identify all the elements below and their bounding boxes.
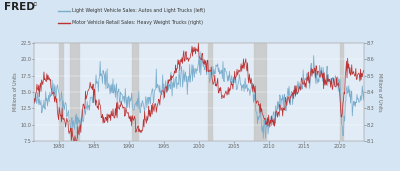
Bar [70,43,79,141]
Bar [58,43,63,141]
Bar [340,43,343,141]
Bar [208,43,212,141]
Y-axis label: Millions of Units: Millions of Units [377,73,382,111]
Text: 🔀: 🔀 [34,3,36,6]
Bar [254,43,266,141]
Y-axis label: Millions of Units: Millions of Units [13,73,18,111]
Text: FRED: FRED [4,2,35,12]
Text: Light Weight Vehicle Sales: Autos and Light Trucks (left): Light Weight Vehicle Sales: Autos and Li… [72,8,205,13]
Text: Motor Vehicle Retail Sales: Heavy Weight Trucks (right): Motor Vehicle Retail Sales: Heavy Weight… [72,20,203,25]
Bar [132,43,138,141]
